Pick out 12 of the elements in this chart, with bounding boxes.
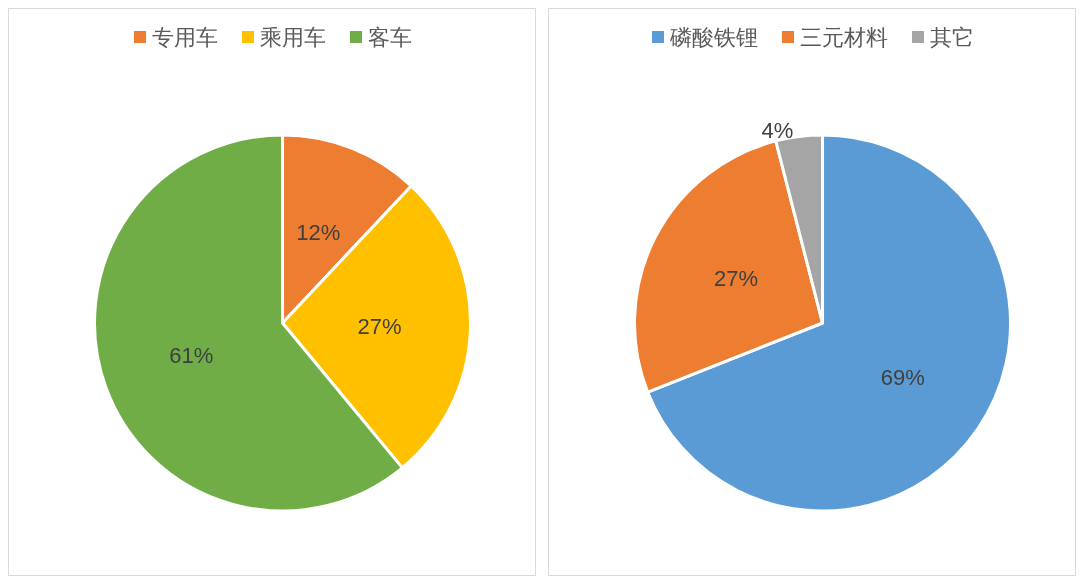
data-label: 4% bbox=[761, 118, 794, 144]
legend-label: 磷酸铁锂 bbox=[669, 24, 758, 50]
data-label: 27% bbox=[714, 266, 759, 292]
legend-label: 客车 bbox=[368, 24, 412, 50]
data-label: 27% bbox=[357, 313, 402, 339]
data-label: 12% bbox=[296, 220, 341, 246]
data-label: 69% bbox=[880, 365, 925, 391]
legend-label: 乘用车 bbox=[260, 24, 326, 50]
legend-label: 三元材料 bbox=[800, 24, 888, 50]
data-label: 61% bbox=[169, 343, 214, 369]
legend-label: 专用车 bbox=[152, 24, 218, 50]
legend-label: 其它 bbox=[930, 24, 974, 50]
